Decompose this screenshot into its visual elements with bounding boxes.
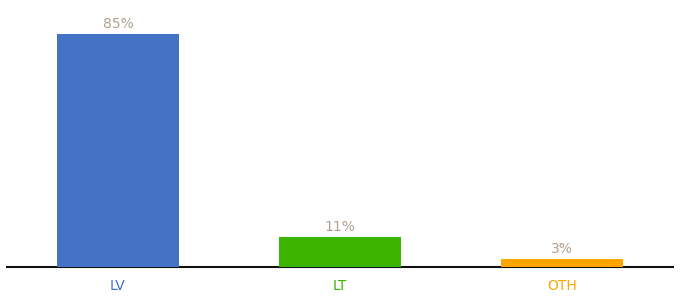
Bar: [57, 34, 179, 267]
Text: 85%: 85%: [103, 17, 133, 31]
Bar: [279, 237, 401, 267]
Text: 3%: 3%: [551, 242, 573, 256]
Text: 11%: 11%: [324, 220, 356, 234]
Bar: [501, 259, 623, 267]
